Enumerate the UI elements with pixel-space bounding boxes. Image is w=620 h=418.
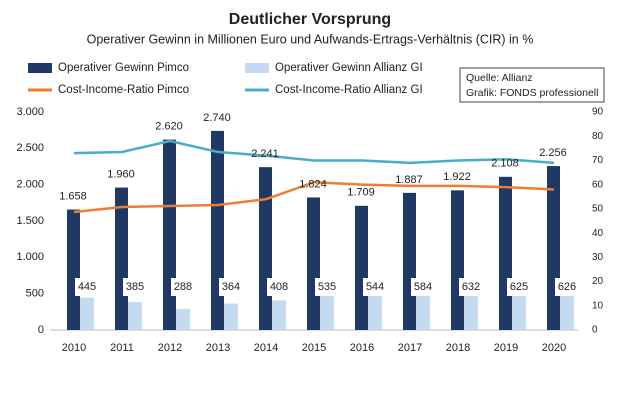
- data-label-box: [411, 278, 435, 296]
- source-text: Grafik: FONDS professionell: [466, 87, 598, 99]
- y-tick-label: 1.000: [16, 251, 44, 263]
- data-label: 2.620: [155, 121, 183, 133]
- y-tick-label: 0: [38, 324, 44, 336]
- data-label-box: [123, 278, 147, 296]
- data-label: 626: [558, 281, 576, 293]
- y2-tick-label: 90: [592, 107, 604, 118]
- bar: [368, 290, 382, 330]
- y2-tick-label: 40: [592, 228, 604, 239]
- y2-tick-label: 0: [592, 325, 598, 336]
- data-label-box: [315, 278, 339, 296]
- data-label: 535: [318, 281, 336, 293]
- x-tick-label: 2015: [302, 342, 326, 354]
- data-label: 632: [462, 281, 480, 293]
- data-label: 1.658: [59, 190, 87, 202]
- legend-label: Cost-Income-Ratio Pimco: [58, 84, 189, 96]
- x-tick-label: 2014: [254, 342, 278, 354]
- data-label: 2.241: [251, 148, 279, 160]
- line: [73, 180, 555, 214]
- data-label-box: [75, 278, 99, 296]
- x-tick-label: 2016: [350, 342, 374, 354]
- y-tick-label: 2.000: [16, 179, 44, 191]
- y2-tick-label: 70: [592, 155, 604, 166]
- data-label-box: [459, 278, 483, 296]
- x-tick-label: 2018: [446, 342, 470, 354]
- data-label: 1.824: [299, 178, 327, 190]
- data-label: 1.887: [395, 174, 423, 186]
- y-tick-label: 3.000: [16, 106, 44, 118]
- legend-swatch: [245, 63, 269, 73]
- x-tick-label: 2012: [158, 342, 182, 354]
- data-label-box: [267, 278, 291, 296]
- bar: [272, 300, 286, 330]
- data-label-box: [555, 278, 579, 296]
- bar: [451, 190, 464, 330]
- line: [73, 139, 555, 165]
- bar: [211, 130, 224, 330]
- data-label: 445: [78, 281, 96, 293]
- data-label: 288: [174, 281, 192, 293]
- source-text: Quelle: Allianz: [466, 72, 533, 84]
- x-tick-label: 2010: [62, 342, 86, 354]
- legend-label: Operativer Gewinn Allianz GI: [275, 62, 423, 74]
- y2-tick-label: 80: [592, 131, 604, 142]
- data-label: 1.960: [107, 168, 135, 180]
- chart-subtitle: Operativer Gewinn in Millionen Euro und …: [87, 32, 534, 46]
- x-tick-label: 2020: [542, 342, 566, 354]
- data-label-box: [219, 278, 243, 296]
- data-label-box: [363, 278, 387, 296]
- data-label: 2.108: [491, 158, 519, 170]
- bar: [176, 309, 190, 330]
- y-tick-label: 1.500: [16, 215, 44, 227]
- y2-tick-label: 30: [592, 252, 604, 263]
- chart-title: Deutlicher Vorsprung: [229, 11, 391, 28]
- bar: [416, 287, 430, 330]
- data-label: 385: [126, 281, 144, 293]
- data-label-box: [171, 278, 195, 296]
- data-label: 625: [510, 281, 528, 293]
- y2-tick-label: 50: [592, 204, 604, 215]
- legend-label: Cost-Income-Ratio Allianz GI: [275, 84, 423, 96]
- bar: [499, 176, 512, 330]
- x-tick-label: 2019: [494, 342, 518, 354]
- data-label-box: [507, 278, 531, 296]
- data-label: 544: [366, 281, 384, 293]
- bar: [163, 139, 176, 330]
- data-label: 1.922: [443, 171, 471, 183]
- bar: [80, 297, 94, 330]
- data-label: 1.709: [347, 187, 375, 199]
- legend-label: Operativer Gewinn Pimco: [58, 62, 189, 74]
- bar: [224, 303, 238, 330]
- bar: [128, 302, 142, 330]
- bar: [115, 187, 128, 330]
- bar: [307, 197, 320, 330]
- data-label: 408: [270, 281, 288, 293]
- data-label: 2.740: [203, 112, 231, 124]
- y-tick-label: 500: [26, 288, 44, 300]
- y2-tick-label: 60: [592, 179, 604, 190]
- legend-swatch: [28, 63, 52, 73]
- bar: [320, 291, 334, 330]
- data-label: 2.256: [539, 147, 567, 159]
- bar: [403, 192, 416, 330]
- source-box: [459, 67, 605, 103]
- x-tick-label: 2011: [110, 342, 134, 354]
- bar: [67, 209, 80, 330]
- y-tick-label: 2.500: [16, 142, 44, 154]
- y2-tick-label: 20: [592, 276, 604, 287]
- data-label: 584: [414, 281, 432, 293]
- data-label: 364: [222, 281, 240, 293]
- x-tick-label: 2013: [206, 342, 230, 354]
- bar: [355, 205, 368, 330]
- x-tick-label: 2017: [398, 342, 422, 354]
- y2-tick-label: 10: [592, 300, 604, 311]
- bar: [259, 167, 272, 330]
